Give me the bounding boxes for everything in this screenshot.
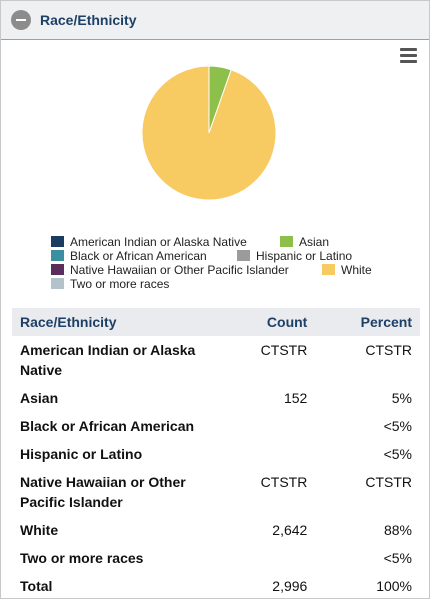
- row-name: Hispanic or Latino: [20, 446, 143, 462]
- legend-swatch: [237, 250, 250, 261]
- header-percent[interactable]: Percent: [315, 308, 420, 336]
- table-row: Native Hawaiian or Other Pacific Islande…: [12, 468, 420, 516]
- race-ethnicity-table: Race/Ethnicity Count Percent American In…: [12, 308, 420, 600]
- collapse-icon[interactable]: [11, 10, 31, 30]
- legend-item-two-or-more[interactable]: Two or more races: [51, 277, 169, 291]
- table-header-row: Race/Ethnicity Count Percent: [12, 308, 420, 336]
- legend-item-hispanic[interactable]: Hispanic or Latino: [237, 249, 352, 263]
- row-name: White: [20, 522, 59, 538]
- table-row-total: Total 2,996 100%: [12, 572, 420, 600]
- table-row: Hispanic or Latino <5%: [12, 440, 420, 468]
- row-percent: <5%: [383, 550, 412, 566]
- row-percent: CTSTR: [365, 342, 412, 358]
- legend-swatch: [51, 250, 64, 261]
- row-name: Total: [20, 578, 53, 594]
- pie-chart: [1, 41, 429, 301]
- header-count[interactable]: Count: [218, 308, 316, 336]
- legend-item-native-hawaiian[interactable]: Native Hawaiian or Other Pacific Islande…: [51, 263, 289, 277]
- row-count: CTSTR: [260, 342, 308, 358]
- panel-title: Race/Ethnicity: [40, 12, 137, 28]
- row-name: Native Hawaiian or Other Pacific Islande…: [20, 474, 186, 510]
- table-row: American Indian or Alaska Native CTSTR C…: [12, 336, 420, 384]
- legend-swatch: [322, 264, 335, 275]
- table-row: Black or African American <5%: [12, 412, 420, 440]
- legend-item-black[interactable]: Black or African American: [51, 249, 207, 263]
- legend-item-asian[interactable]: Asian: [280, 235, 329, 249]
- row-percent: CTSTR: [365, 474, 412, 490]
- table-row: White 2,642 88%: [12, 516, 420, 544]
- row-percent: <5%: [383, 446, 412, 462]
- row-count: [218, 440, 315, 468]
- row-count: [218, 412, 315, 440]
- legend-swatch: [51, 236, 64, 247]
- row-percent: 5%: [391, 390, 412, 406]
- legend-swatch: [51, 278, 64, 289]
- legend-swatch: [280, 236, 293, 247]
- row-percent: 100%: [376, 578, 412, 594]
- row-count: [218, 544, 315, 572]
- row-count: 152: [283, 390, 308, 406]
- row-count: 2,642: [272, 522, 308, 538]
- row-percent: 88%: [383, 522, 412, 538]
- row-name: Black or African American: [20, 418, 195, 434]
- row-name: American Indian or Alaska Native: [20, 342, 196, 378]
- row-count: CTSTR: [260, 474, 308, 490]
- row-count: 2,996: [272, 578, 308, 594]
- legend-swatch: [51, 264, 64, 275]
- panel-header: Race/Ethnicity: [1, 1, 429, 40]
- row-percent: <5%: [383, 418, 412, 434]
- table-row: Asian 152 5%: [12, 384, 420, 412]
- legend-item-american-indian[interactable]: American Indian or Alaska Native: [51, 235, 247, 249]
- header-race-ethnicity[interactable]: Race/Ethnicity: [12, 308, 218, 336]
- row-name: Asian: [20, 390, 59, 406]
- pie-chart-svg: [141, 65, 277, 201]
- pie-slice-white[interactable]: [141, 65, 277, 201]
- legend-item-white[interactable]: White: [322, 263, 372, 277]
- chart-menu-icon[interactable]: [400, 48, 417, 64]
- row-name: Two or more races: [20, 550, 144, 566]
- table-row: Two or more races <5%: [12, 544, 420, 572]
